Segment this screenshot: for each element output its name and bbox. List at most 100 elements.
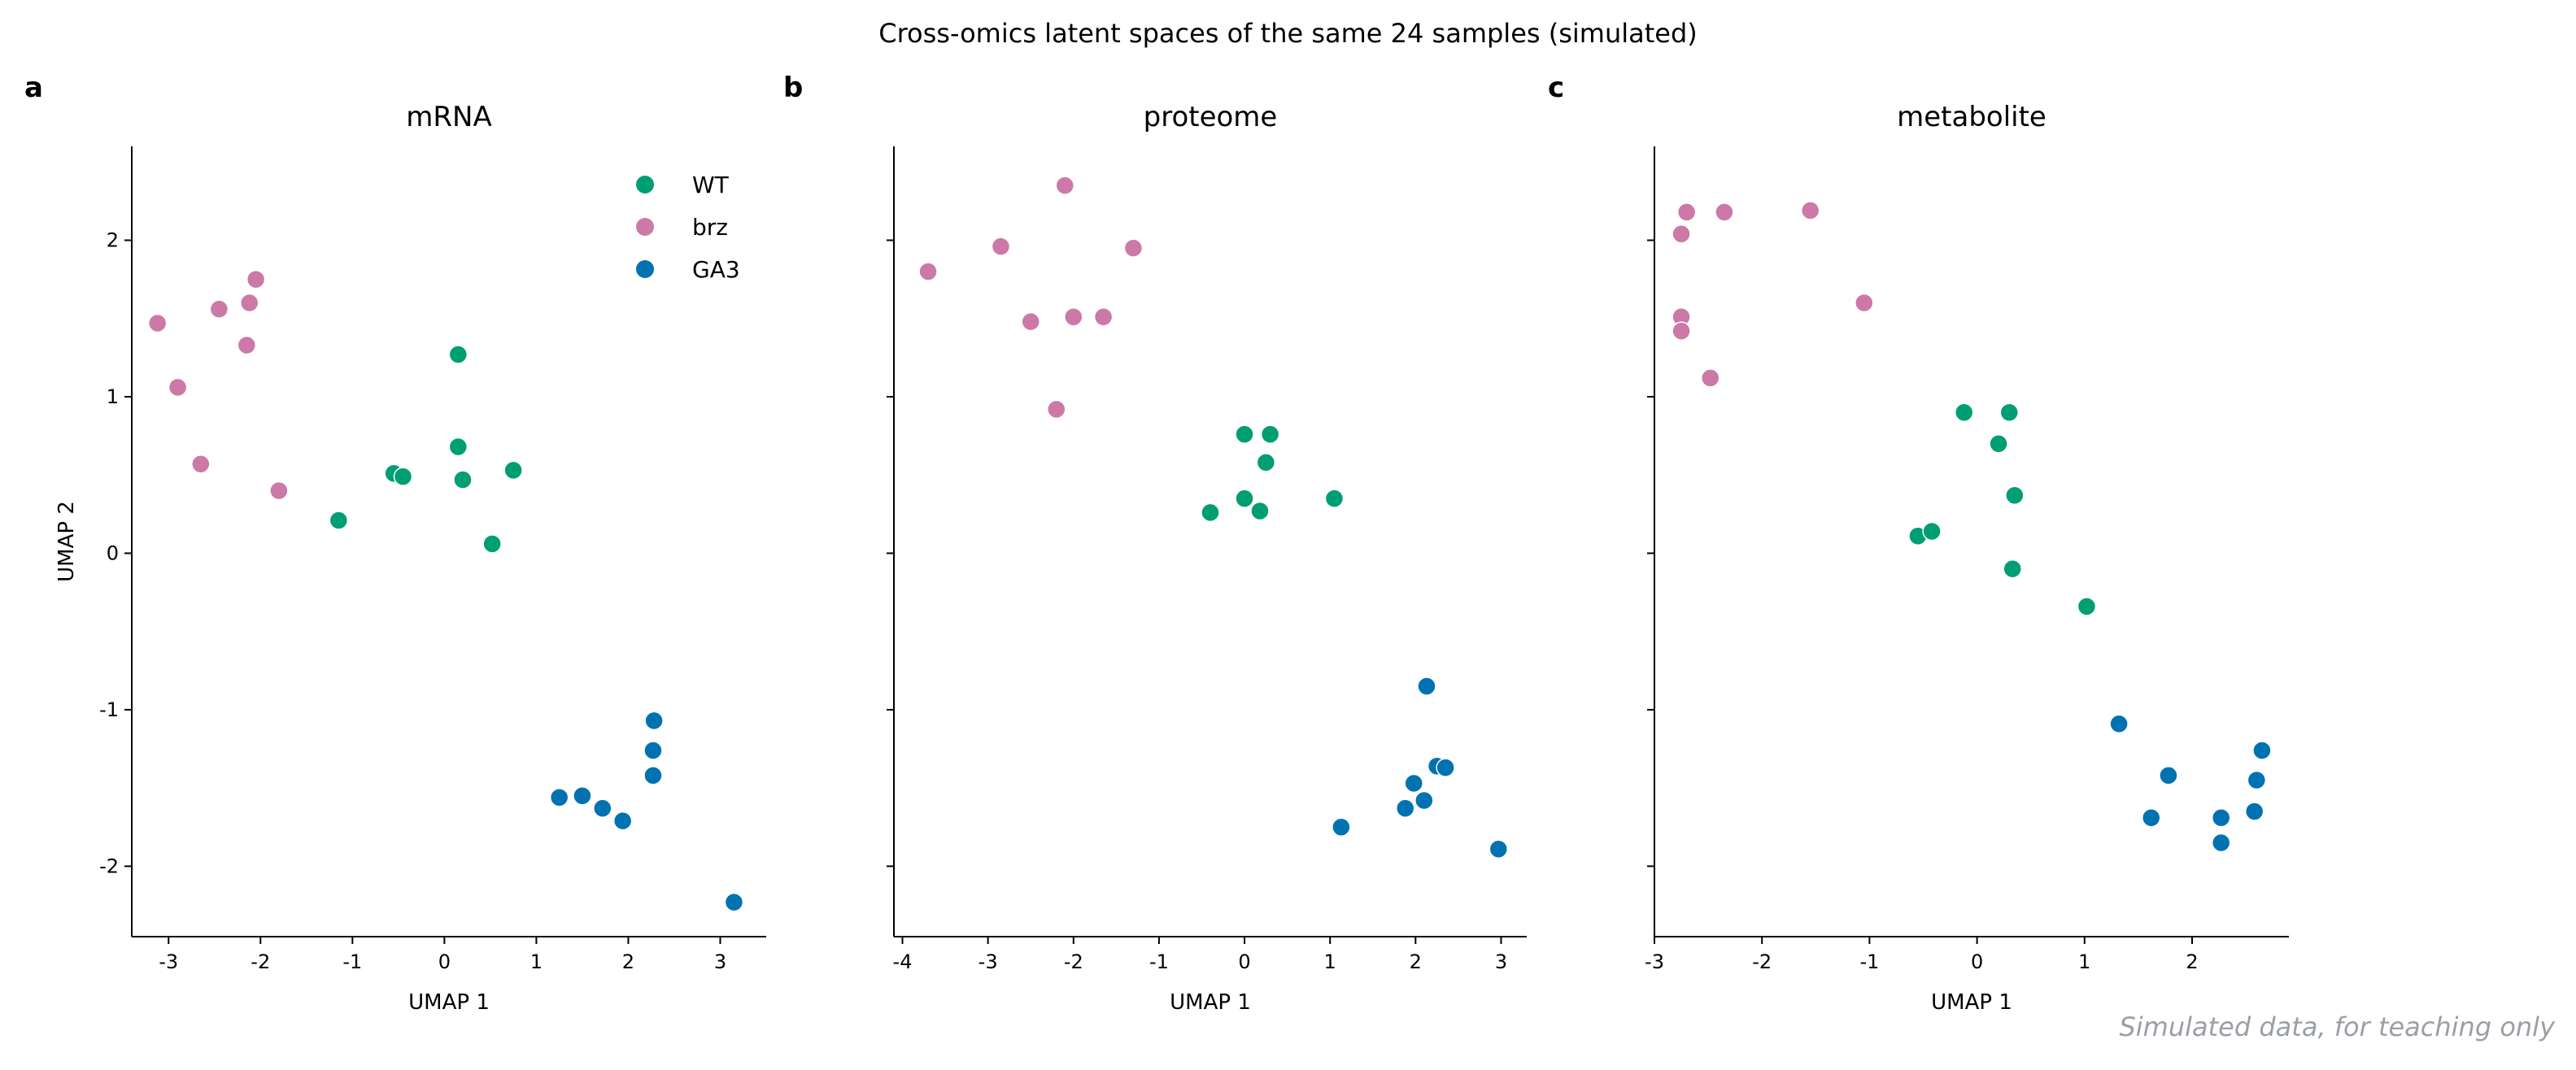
y-tick-label: 1 bbox=[107, 385, 119, 408]
scatter-point-wt bbox=[453, 470, 473, 489]
x-tick-label: -2 bbox=[251, 950, 270, 973]
scatter-point-ga3 bbox=[2109, 714, 2129, 733]
scatter-point-ga3 bbox=[1489, 839, 1509, 859]
scatter-point-brz bbox=[1800, 201, 1820, 220]
watermark-text: Simulated data, for teaching only bbox=[2119, 1011, 2555, 1042]
scatter-point-wt bbox=[1999, 402, 2020, 422]
legend-label-wt: WT bbox=[692, 172, 730, 198]
scatter-point-wt bbox=[1250, 501, 1270, 521]
scatter-point-ga3 bbox=[1395, 798, 1415, 818]
legend-label-brz: brz bbox=[692, 214, 728, 241]
scatter-point-ga3 bbox=[2252, 741, 2272, 760]
panel-title: metabolite bbox=[1897, 101, 2046, 133]
scatter-point-brz bbox=[1855, 293, 1874, 313]
scatter-point-ga3 bbox=[2142, 807, 2161, 828]
x-tick-label: 2 bbox=[2186, 950, 2198, 973]
scatter-point-wt bbox=[1922, 521, 1942, 542]
x-axis-label: UMAP 1 bbox=[408, 990, 490, 1015]
scatter-point-brz bbox=[1715, 202, 1734, 222]
panel-letter-b: b bbox=[783, 72, 804, 104]
x-tick-label: 1 bbox=[2078, 950, 2090, 973]
y-tick-label: 2 bbox=[107, 228, 119, 251]
legend-marker-brz bbox=[636, 218, 654, 236]
scatter-point-wt bbox=[503, 460, 523, 481]
scatter-point-ga3 bbox=[612, 811, 633, 831]
x-tick-label: -4 bbox=[893, 950, 913, 973]
scatter-point-brz bbox=[1055, 176, 1075, 195]
scatter-point-wt bbox=[1201, 502, 1220, 523]
scatter-point-wt bbox=[2077, 597, 2097, 616]
scatter-point-ga3 bbox=[549, 787, 569, 807]
scatter-point-ga3 bbox=[1436, 758, 1455, 777]
scatter-point-ga3 bbox=[2159, 766, 2178, 785]
scatter-point-wt bbox=[1260, 424, 1280, 444]
scatter-point-wt bbox=[329, 511, 349, 530]
scatter-point-wt bbox=[448, 437, 469, 457]
x-tick-label: -1 bbox=[342, 950, 362, 973]
scatter-point-brz bbox=[1047, 399, 1066, 420]
scatter-point-brz bbox=[1672, 321, 1691, 341]
scatter-point-ga3 bbox=[1417, 676, 1436, 696]
x-tick-label: 2 bbox=[1410, 950, 1422, 973]
scatter-point-wt bbox=[1235, 424, 1254, 444]
scatter-point-wt bbox=[1235, 489, 1254, 508]
scatter-point-brz bbox=[147, 313, 168, 333]
scatter-point-wt bbox=[1989, 433, 2008, 454]
y-tick-label: 0 bbox=[107, 542, 119, 564]
legend-marker-wt bbox=[636, 176, 654, 194]
x-tick-label: -2 bbox=[1064, 950, 1083, 973]
x-tick-label: -2 bbox=[1752, 950, 1772, 973]
scatter-point-brz bbox=[1123, 238, 1144, 258]
x-tick-label: 2 bbox=[622, 950, 634, 973]
x-axis-label: UMAP 1 bbox=[1931, 990, 2012, 1015]
scatter-point-brz bbox=[1093, 307, 1114, 327]
legend-label-ga3: GA3 bbox=[692, 256, 740, 283]
scatter-point-brz bbox=[269, 481, 289, 501]
scatter-point-ga3 bbox=[573, 786, 592, 806]
scatter-point-brz bbox=[1700, 368, 1720, 388]
x-tick-label: -1 bbox=[1149, 950, 1169, 973]
scatter-point-brz bbox=[246, 269, 266, 289]
x-tick-label: 0 bbox=[438, 950, 451, 973]
x-tick-label: 1 bbox=[1324, 950, 1336, 973]
panel-letter-a: a bbox=[24, 72, 43, 104]
scatter-point-wt bbox=[2005, 485, 2025, 505]
scatter-point-brz bbox=[168, 377, 188, 398]
scatter-point-wt bbox=[448, 345, 469, 364]
x-tick-label: 0 bbox=[1238, 950, 1250, 973]
x-axis-label: UMAP 1 bbox=[1170, 990, 1251, 1015]
scatter-point-ga3 bbox=[724, 892, 744, 912]
x-tick-label: 0 bbox=[1971, 950, 1983, 973]
x-tick-label: -3 bbox=[159, 950, 178, 973]
scatter-point-brz bbox=[191, 454, 211, 474]
scatter-point-brz bbox=[991, 237, 1011, 256]
scatter-point-brz bbox=[1021, 311, 1040, 332]
figure-suptitle: Cross-omics latent spaces of the same 24… bbox=[878, 18, 1698, 49]
scatter-point-brz bbox=[918, 262, 938, 281]
panel-letter-c: c bbox=[1548, 72, 1565, 104]
scatter-point-wt bbox=[1954, 402, 1974, 422]
x-tick-label: 3 bbox=[714, 950, 726, 973]
scatter-point-wt bbox=[393, 467, 413, 486]
scatter-point-brz bbox=[1672, 224, 1691, 244]
y-tick-label: -1 bbox=[99, 698, 119, 721]
panel-title: proteome bbox=[1144, 101, 1278, 133]
x-tick-label: 3 bbox=[1495, 950, 1507, 973]
scatter-point-ga3 bbox=[2244, 802, 2264, 821]
scatter-point-ga3 bbox=[1404, 773, 1423, 794]
scatter-point-ga3 bbox=[2211, 807, 2231, 828]
scatter-point-brz bbox=[1064, 307, 1083, 327]
scatter-point-wt bbox=[1324, 489, 1345, 508]
y-tick-label: -2 bbox=[99, 855, 119, 877]
scatter-point-ga3 bbox=[593, 798, 612, 818]
scatter-point-brz bbox=[239, 293, 259, 313]
panel-title: mRNA bbox=[406, 101, 491, 133]
scatter-point-ga3 bbox=[643, 741, 663, 760]
scatter-point-brz bbox=[237, 335, 257, 355]
y-axis-label: UMAP 2 bbox=[54, 501, 79, 582]
scatter-point-wt bbox=[482, 534, 502, 554]
